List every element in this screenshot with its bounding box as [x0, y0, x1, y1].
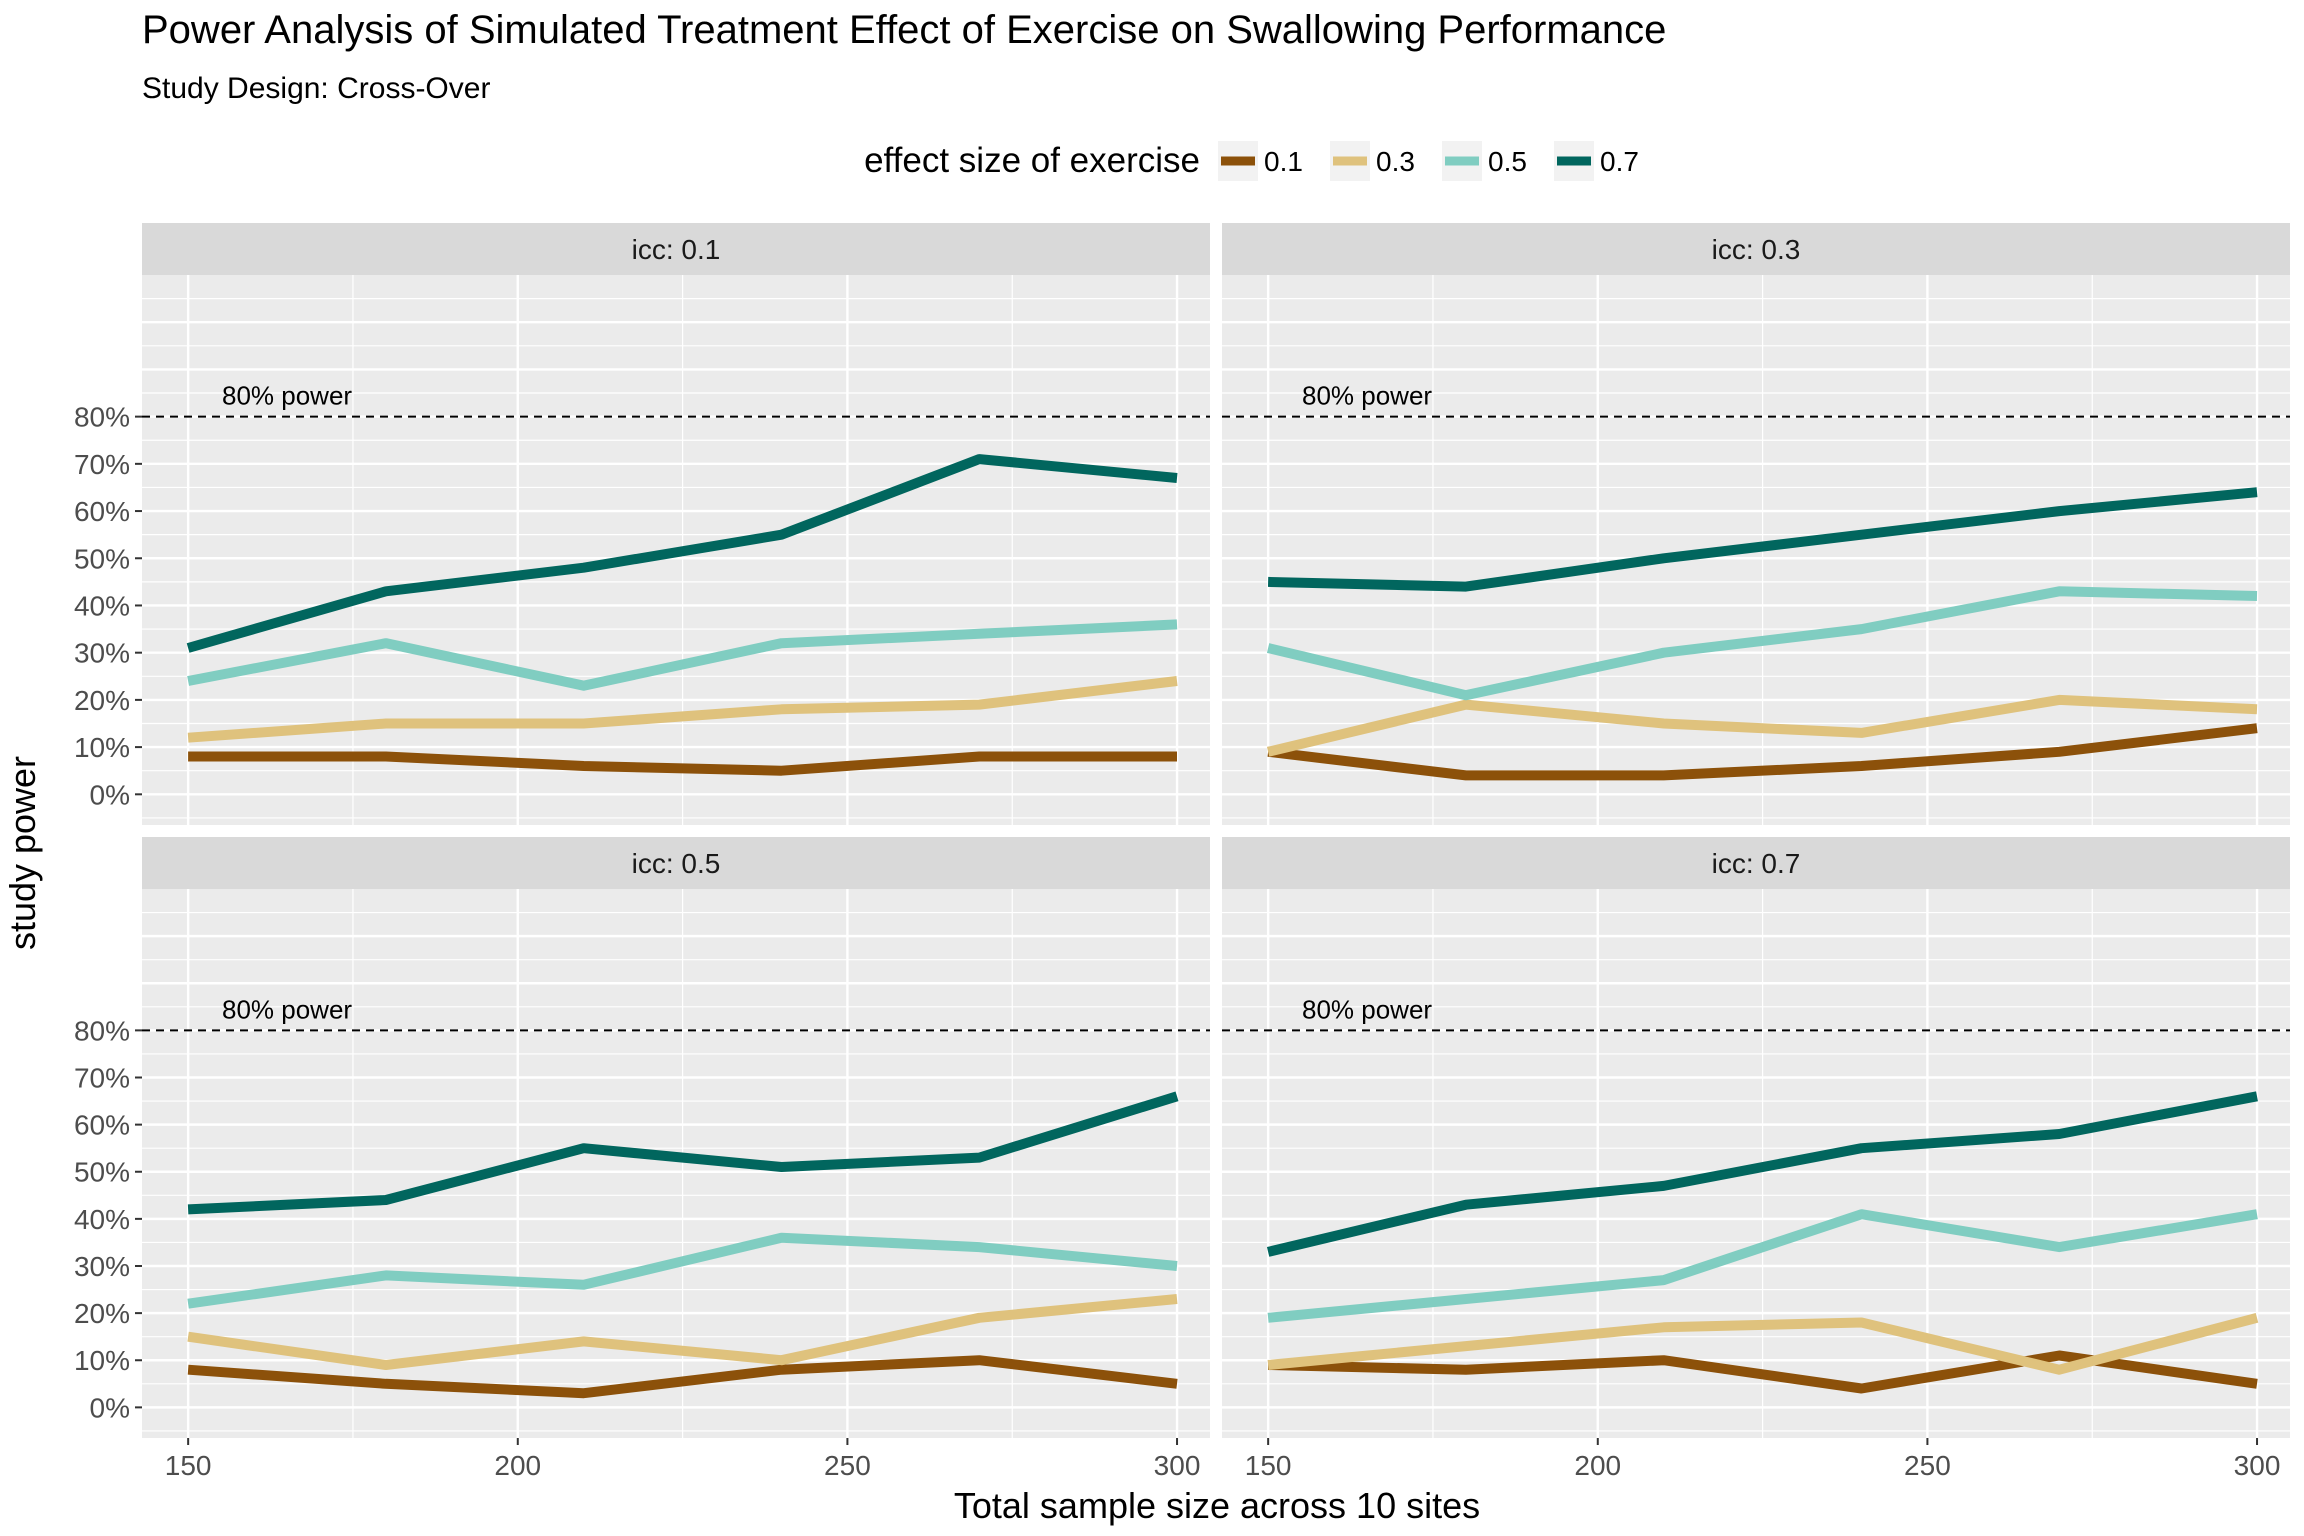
legend-label-0.7: 0.7 [1600, 146, 1639, 177]
y-tick-label: 50% [74, 1157, 130, 1188]
facet-strip [142, 837, 1210, 889]
x-tick-label: 150 [1245, 1450, 1292, 1481]
legend-label-0.5: 0.5 [1488, 146, 1527, 177]
series-line-0.7 [1267, 487, 2258, 592]
series-line-0.3 [187, 1294, 1178, 1370]
panels: icc: 0.1 80% power 0% 10% 20% 30% 40% 50% 60% 70%… [74, 223, 2290, 1481]
chart-title: Power Analysis of Simulated Treatment Ef… [142, 8, 1666, 52]
reference-line-label: 80% power [1302, 994, 1432, 1024]
series-line-0.7 [1266, 1091, 2258, 1257]
y-tick-label: 70% [74, 449, 130, 480]
reference-line-label: 80% power [222, 994, 352, 1024]
y-tick-label: 30% [74, 638, 130, 669]
x-tick-label: 150 [165, 1450, 212, 1481]
panel: icc: 0.5 80% power 0% 10% 20% 30% 40% 50% 60% 70%… [74, 837, 1210, 1481]
series-line-0.1 [1267, 723, 2258, 781]
series-line-0.3 [1266, 694, 2258, 757]
panel: icc: 0.7 80% power 150 200 250 300 [1222, 837, 2290, 1481]
y-tick-label: 20% [74, 1298, 130, 1329]
y-tick-label: 80% [74, 402, 130, 433]
facet-strip [1222, 223, 2290, 275]
y-tick-label: 40% [74, 590, 130, 621]
facet-label: icc: 0.1 [632, 234, 721, 265]
facet-strip [142, 223, 1210, 275]
y-tick-label: 40% [74, 1204, 130, 1235]
series-line-0.3 [1267, 1312, 2259, 1375]
facet-label: icc: 0.7 [1712, 848, 1801, 879]
legend: effect size of exercise 0.1 0.3 0.5 0.7 [864, 141, 1639, 181]
y-axis-title: study power [2, 756, 43, 950]
reference-line-label: 80% power [222, 381, 352, 411]
x-tick-label: 200 [1574, 1450, 1621, 1481]
y-tick-label: 60% [74, 496, 130, 527]
facet-label: icc: 0.3 [1712, 234, 1801, 265]
series-line-0.5 [1266, 586, 2258, 701]
x-tick-label: 300 [2234, 1450, 2281, 1481]
x-tick-label: 300 [1154, 1450, 1201, 1481]
x-tick-label: 200 [494, 1450, 541, 1481]
y-tick-label: 80% [74, 1015, 130, 1046]
y-tick-label: 50% [74, 543, 130, 574]
series-line-0.7 [187, 1091, 1179, 1215]
y-tick-label: 70% [74, 1062, 130, 1093]
chart-subtitle: Study Design: Cross-Over [142, 72, 490, 105]
y-tick-label: 30% [74, 1251, 130, 1282]
series-line-0.5 [187, 1232, 1178, 1309]
legend-label-0.3: 0.3 [1376, 146, 1415, 177]
series-line-0.5 [187, 619, 1178, 691]
y-tick-label: 0% [90, 779, 130, 810]
x-axis-title: Total sample size across 10 sites [954, 1485, 1480, 1526]
series-line-0.5 [1267, 1209, 2258, 1323]
series-line-0.3 [187, 676, 1178, 743]
x-tick-label: 250 [1904, 1450, 1951, 1481]
series-line-0.1 [187, 1355, 1178, 1399]
y-tick-label: 60% [74, 1110, 130, 1141]
y-tick-label: 20% [74, 685, 130, 716]
facet-strip [1222, 837, 2290, 889]
legend-label-0.1: 0.1 [1264, 146, 1303, 177]
panel: icc: 0.1 80% power 0% 10% 20% 30% 40% 50% 60% 70%… [74, 223, 1210, 825]
y-tick-label: 0% [90, 1392, 130, 1423]
series-line-0.1 [188, 751, 1177, 776]
x-tick-label: 250 [824, 1450, 871, 1481]
y-tick-label: 10% [74, 1345, 130, 1376]
legend-title: effect size of exercise [864, 141, 1200, 180]
series-line-0.7 [186, 454, 1178, 653]
facet-label: icc: 0.5 [632, 848, 721, 879]
reference-line-label: 80% power [1302, 381, 1432, 411]
panel: icc: 0.3 80% power [1222, 223, 2290, 825]
y-tick-label: 10% [74, 732, 130, 763]
